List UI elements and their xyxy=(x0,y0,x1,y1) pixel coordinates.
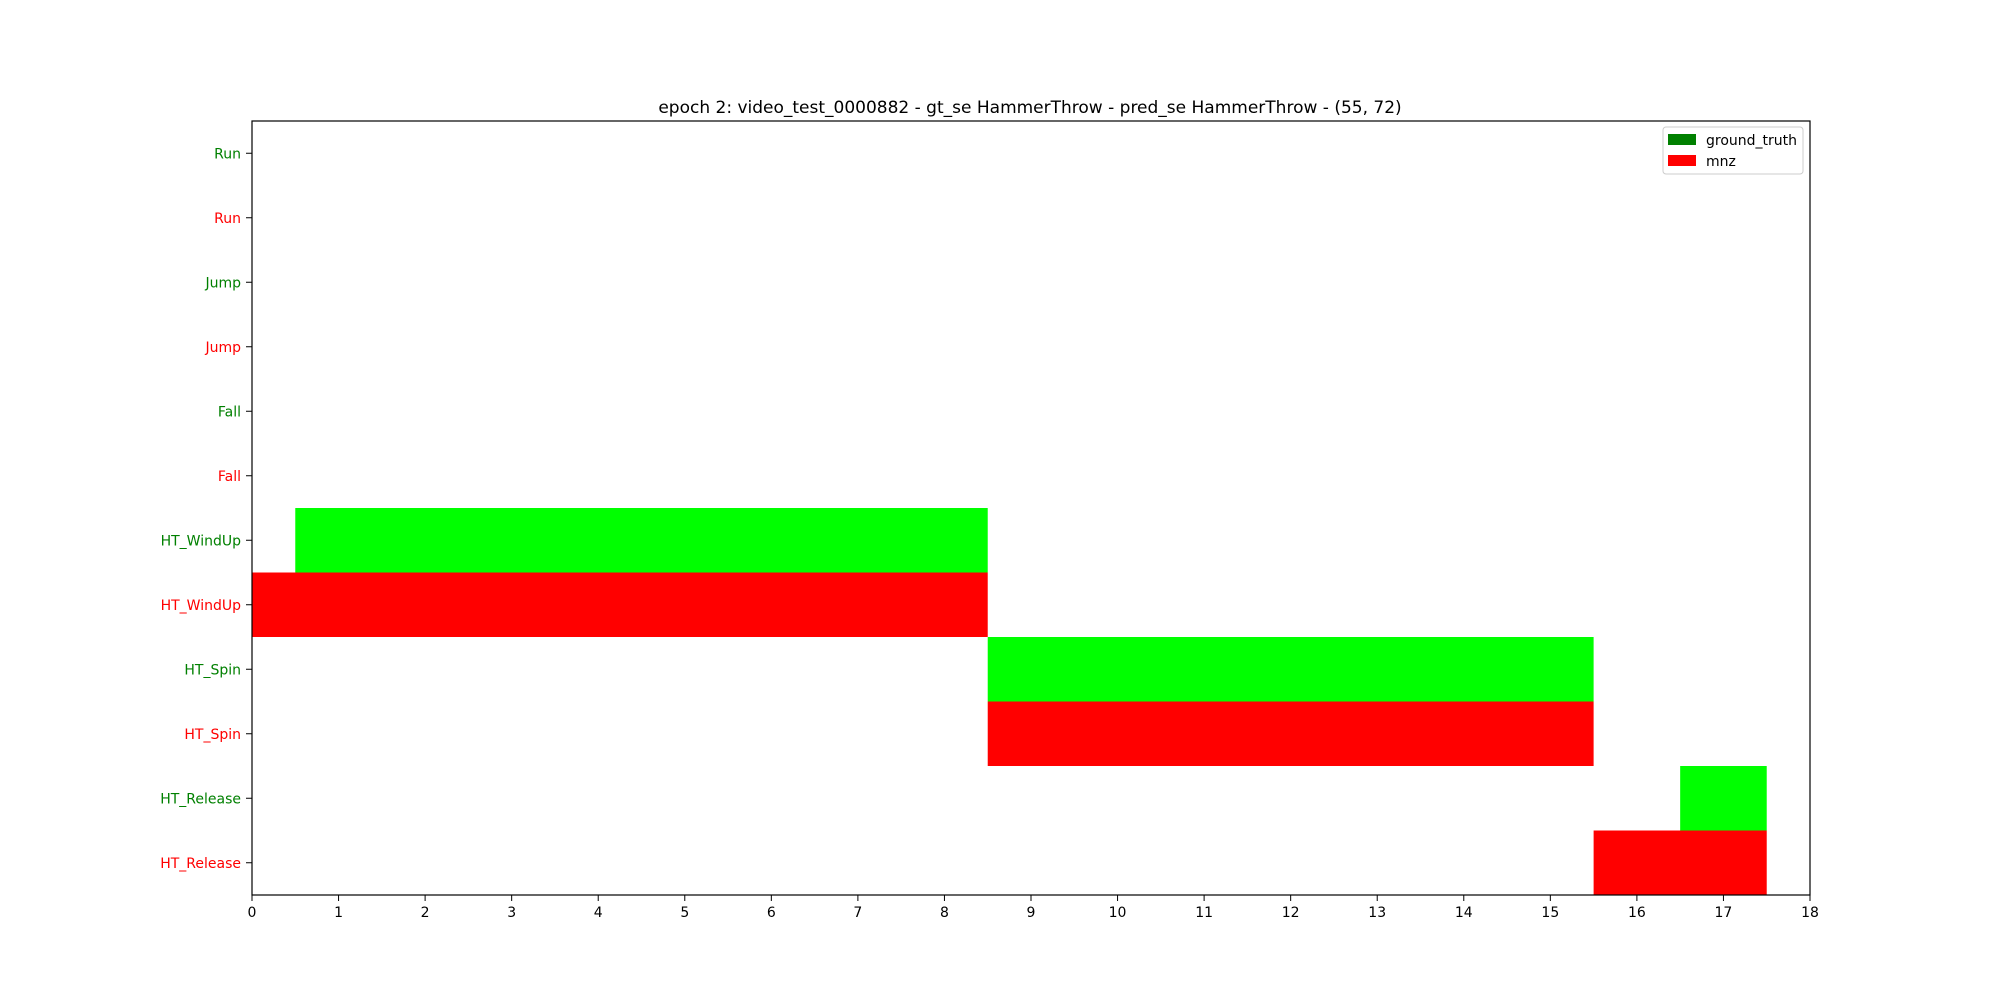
x-tick-label-7: 7 xyxy=(853,905,862,921)
x-tick-label-0: 0 xyxy=(248,905,257,921)
x-tick-label-8: 8 xyxy=(940,905,949,921)
bars-layer xyxy=(252,508,1767,895)
legend-label-mnz: mnz xyxy=(1706,154,1736,170)
bar-segment-ht-spin-ground-truth xyxy=(987,637,1594,702)
y-tick-label-ht-release-ground-truth: HT_Release xyxy=(160,791,241,807)
y-tick-labels: Run Run Jump Jump Fall Fall HT_WindUp HT_WindUp… xyxy=(160,146,252,872)
bar-segment-ht-windup-mnz xyxy=(252,572,988,637)
y-tick-label-run-mnz: Run xyxy=(214,211,241,227)
x-tick-label-18: 18 xyxy=(1801,905,1819,921)
x-tick-label-2: 2 xyxy=(421,905,430,921)
y-tick-label-jump-ground-truth: Jump xyxy=(204,275,241,291)
x-tick-label-10: 10 xyxy=(1109,905,1127,921)
legend-swatch-mnz xyxy=(1668,155,1696,166)
x-tick-label-14: 14 xyxy=(1455,905,1473,921)
legend-label-ground-truth: ground_truth xyxy=(1706,133,1797,149)
x-tick-label-9: 9 xyxy=(1027,905,1036,921)
x-tick-label-13: 13 xyxy=(1368,905,1386,921)
x-tick-label-4: 4 xyxy=(594,905,603,921)
y-tick-label-jump-mnz: Jump xyxy=(204,340,241,356)
bar-segment-ht-release-ground-truth xyxy=(1680,766,1767,831)
x-tick-label-15: 15 xyxy=(1541,905,1559,921)
y-tick-label-ht-spin-mnz: HT_Spin xyxy=(184,727,241,743)
legend-box xyxy=(1662,126,1804,175)
y-tick-label-run-ground-truth: Run xyxy=(214,146,241,162)
x-tick-label-12: 12 xyxy=(1282,905,1300,921)
legend: ground_truth mnz xyxy=(1662,126,1804,175)
y-tick-label-fall-mnz: Fall xyxy=(218,469,241,485)
x-tick-label-11: 11 xyxy=(1195,905,1213,921)
y-tick-label-ht-windup-ground-truth: HT_WindUp xyxy=(161,533,242,549)
bar-segment-ht-windup-ground-truth xyxy=(295,508,988,573)
x-tick-label-6: 6 xyxy=(767,905,776,921)
chart-title: epoch 2: video_test_0000882 - gt_se Hamm… xyxy=(658,98,1401,118)
y-tick-label-ht-release-mnz: HT_Release xyxy=(160,856,241,872)
bar-segment-ht-release-mnz xyxy=(1593,830,1767,895)
y-tick-label-ht-spin-ground-truth: HT_Spin xyxy=(184,662,241,678)
x-tick-label-16: 16 xyxy=(1628,905,1646,921)
x-tick-labels: 0 1 2 3 4 5 6 7 8 9 10 11 12 13 14 15 16 17 18 xyxy=(248,895,1819,921)
x-tick-label-5: 5 xyxy=(680,905,689,921)
y-tick-label-ht-windup-mnz: HT_WindUp xyxy=(161,598,242,614)
bar-segment-ht-spin-mnz xyxy=(987,701,1594,766)
plot-frame xyxy=(251,120,1811,896)
y-tick-label-fall-ground-truth: Fall xyxy=(218,404,241,420)
x-tick-label-3: 3 xyxy=(507,905,516,921)
x-tick-label-1: 1 xyxy=(334,905,343,921)
x-tick-label-17: 17 xyxy=(1715,905,1733,921)
legend-swatch-ground-truth xyxy=(1668,134,1696,145)
